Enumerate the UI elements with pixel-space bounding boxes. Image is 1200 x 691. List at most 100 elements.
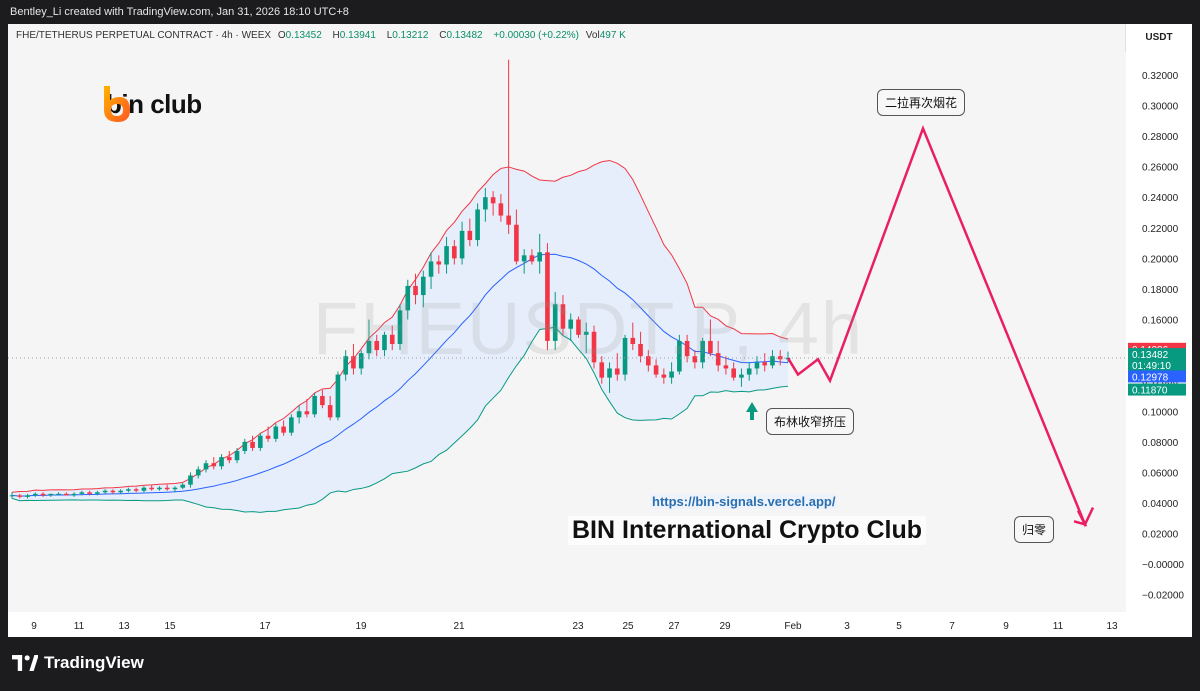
candle[interactable] xyxy=(366,319,372,360)
candle[interactable] xyxy=(754,356,760,375)
candle[interactable] xyxy=(420,270,426,308)
candle[interactable] xyxy=(490,191,496,216)
candle[interactable] xyxy=(560,295,566,335)
candle[interactable] xyxy=(296,405,302,424)
candle[interactable] xyxy=(762,353,768,372)
candle[interactable] xyxy=(661,368,667,384)
candle[interactable] xyxy=(599,356,605,384)
candle[interactable] xyxy=(591,325,597,369)
candle[interactable] xyxy=(459,221,465,265)
candle[interactable] xyxy=(428,252,434,289)
candle[interactable] xyxy=(64,492,69,496)
candle[interactable] xyxy=(289,414,294,436)
candle[interactable] xyxy=(95,490,100,496)
candle[interactable] xyxy=(32,492,38,497)
candle[interactable] xyxy=(708,319,713,357)
candle[interactable] xyxy=(746,362,752,381)
candle[interactable] xyxy=(79,490,85,496)
signals-url[interactable]: https://bin-signals.vercel.app/ xyxy=(650,494,838,509)
candle[interactable] xyxy=(622,334,628,381)
candle[interactable] xyxy=(25,493,30,499)
candle[interactable] xyxy=(304,399,310,418)
symbol-name[interactable]: FHE/TETHERUS PERPETUAL CONTRACT · 4h · W… xyxy=(16,30,272,41)
candle[interactable] xyxy=(638,331,643,363)
candle[interactable] xyxy=(17,493,23,499)
price-axis[interactable] xyxy=(1126,24,1192,637)
chart-panel[interactable]: 0.32000 0.30000 0.28000 0.26000 0.24000 0.220… xyxy=(8,24,1192,637)
candle[interactable] xyxy=(467,218,473,247)
candle[interactable] xyxy=(157,486,162,491)
candle[interactable] xyxy=(545,243,550,351)
candle[interactable] xyxy=(258,432,263,452)
candle[interactable] xyxy=(71,492,77,497)
candle[interactable] xyxy=(614,353,620,381)
candle[interactable] xyxy=(102,489,108,494)
candle[interactable] xyxy=(723,356,729,375)
candle[interactable] xyxy=(475,203,480,247)
candle[interactable] xyxy=(389,325,395,351)
candle[interactable] xyxy=(172,486,178,493)
candle[interactable] xyxy=(126,487,131,493)
candle[interactable] xyxy=(692,350,698,369)
candle[interactable] xyxy=(110,489,116,494)
candle[interactable] xyxy=(9,492,15,499)
candle[interactable] xyxy=(48,493,54,497)
candle[interactable] xyxy=(335,371,341,421)
candle[interactable] xyxy=(312,392,317,418)
candle[interactable] xyxy=(529,249,535,265)
candle[interactable] xyxy=(607,362,612,393)
candle[interactable] xyxy=(327,395,333,421)
candle[interactable] xyxy=(506,59,511,234)
candle[interactable] xyxy=(188,472,193,488)
candle[interactable] xyxy=(180,483,186,490)
candle[interactable] xyxy=(677,334,682,375)
candle[interactable] xyxy=(646,350,651,372)
price-chart[interactable]: 0.32000 0.30000 0.28000 0.26000 0.24000 0.220… xyxy=(8,24,1192,637)
candle[interactable] xyxy=(56,492,61,496)
candle[interactable] xyxy=(739,368,744,387)
candle[interactable] xyxy=(203,460,209,473)
candle[interactable] xyxy=(382,331,387,357)
candle[interactable] xyxy=(141,486,147,493)
candle[interactable] xyxy=(483,188,488,222)
candle[interactable] xyxy=(87,490,92,496)
candle[interactable] xyxy=(149,484,154,491)
candle[interactable] xyxy=(226,451,232,464)
candle[interactable] xyxy=(211,457,217,470)
candle[interactable] xyxy=(568,313,574,341)
candle[interactable] xyxy=(514,209,519,265)
candle[interactable] xyxy=(118,489,123,494)
candle[interactable] xyxy=(653,359,659,378)
candle[interactable] xyxy=(630,322,636,351)
candle[interactable] xyxy=(552,292,558,351)
candle[interactable] xyxy=(219,454,224,470)
candle[interactable] xyxy=(700,337,705,369)
tradingview-brand[interactable]: TradingView xyxy=(12,653,144,673)
candle[interactable] xyxy=(320,389,325,409)
candle[interactable] xyxy=(576,316,581,338)
candle[interactable] xyxy=(374,334,380,357)
candle[interactable] xyxy=(40,492,46,497)
candle[interactable] xyxy=(281,420,286,436)
time-axis[interactable] xyxy=(8,612,1126,637)
candle[interactable] xyxy=(234,447,240,464)
candle[interactable] xyxy=(397,304,403,351)
candle[interactable] xyxy=(250,435,255,452)
candle[interactable] xyxy=(413,273,418,305)
candle[interactable] xyxy=(731,362,736,381)
candle[interactable] xyxy=(583,322,589,354)
candle[interactable] xyxy=(770,350,775,369)
candle[interactable] xyxy=(436,255,442,274)
candle[interactable] xyxy=(498,194,504,222)
candle[interactable] xyxy=(164,484,170,491)
candle[interactable] xyxy=(358,350,364,375)
candle[interactable] xyxy=(537,233,542,274)
candle[interactable] xyxy=(195,466,201,479)
candle[interactable] xyxy=(242,438,248,455)
candle[interactable] xyxy=(133,487,139,493)
currency-unit-button[interactable]: USDT xyxy=(1125,24,1192,52)
candle[interactable] xyxy=(265,426,271,442)
candle[interactable] xyxy=(452,240,457,265)
candle[interactable] xyxy=(343,350,348,381)
candle[interactable] xyxy=(444,236,449,274)
